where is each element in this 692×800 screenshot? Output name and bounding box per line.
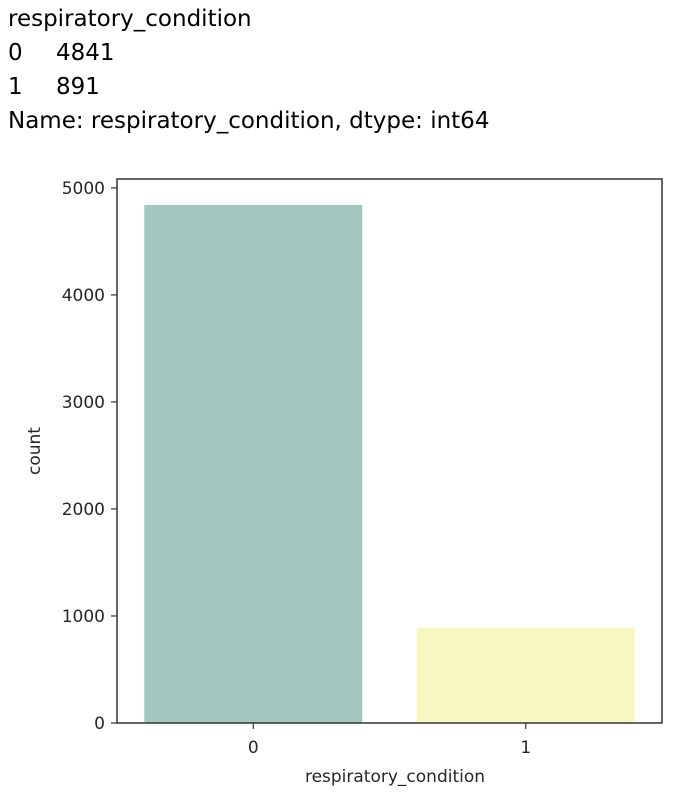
y-axis-label: count: [25, 427, 45, 475]
series-output: respiratory_condition 0 4841 1 891 Name: r…: [8, 2, 489, 138]
y-tick-label: 0: [94, 714, 105, 734]
output-row-value: 891: [56, 74, 100, 100]
plot-frame: [116, 178, 663, 724]
x-tick-label: 0: [248, 738, 259, 758]
output-header: respiratory_condition: [8, 6, 252, 32]
output-row: 1 891: [8, 70, 489, 104]
bar-1: [416, 627, 635, 723]
y-tick-label: 2000: [62, 500, 105, 520]
x-axis-label: respiratory_condition: [305, 767, 485, 787]
output-row-value: 4841: [56, 40, 115, 66]
y-tick-label: 4000: [62, 286, 105, 306]
output-row-index: 1: [8, 74, 23, 100]
output-footer: Name: respiratory_condition, dtype: int6…: [8, 108, 490, 134]
bars-group: [144, 204, 635, 723]
output-row: 0 4841: [8, 36, 489, 70]
y-tick-label: 5000: [62, 179, 105, 199]
bar-0: [144, 204, 363, 723]
x-tick-label: 1: [520, 738, 531, 758]
y-tick-label: 1000: [62, 607, 105, 627]
output-row-index: 0: [8, 40, 23, 66]
y-tick-label: 3000: [62, 393, 105, 413]
y-axis-ticks: 0 1000 2000 3000 4000 5000: [62, 179, 117, 734]
